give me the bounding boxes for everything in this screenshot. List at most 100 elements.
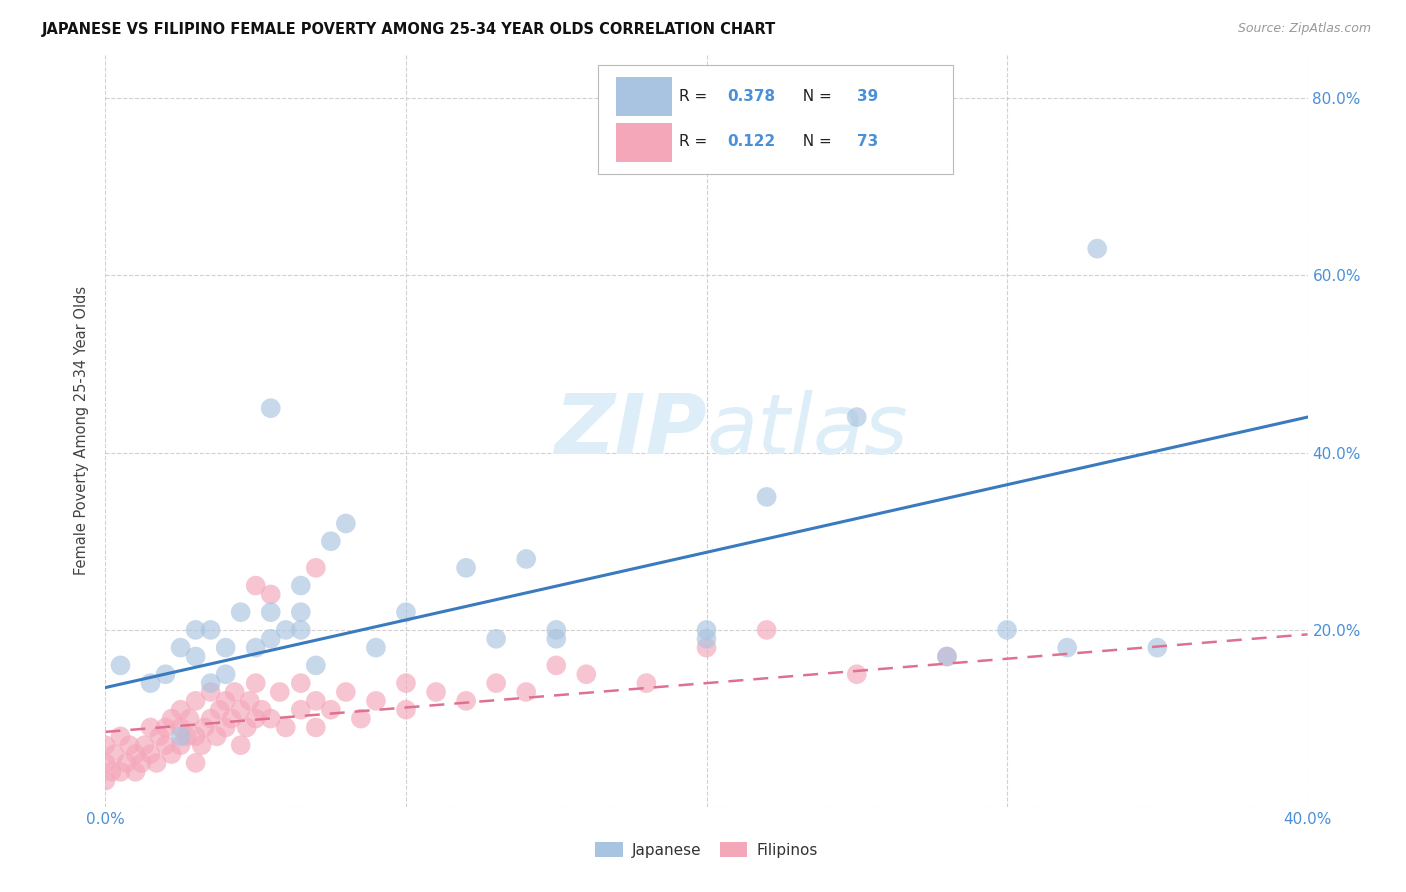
Point (335, 516, 357, 531)
Point (100, 764, 122, 779)
Point (184, 729, 207, 743)
Point (290, 578, 312, 592)
Point (350, 712, 373, 726)
Point (274, 623, 297, 637)
Point (395, 605, 418, 619)
Point (696, 640, 718, 655)
Point (335, 685, 357, 699)
Point (319, 534, 342, 549)
Point (118, 738, 141, 752)
Point (139, 676, 162, 690)
Point (235, 721, 257, 735)
Point (364, 694, 387, 708)
Point (290, 676, 312, 690)
Point (936, 649, 959, 664)
Text: R =: R = (679, 135, 711, 149)
Point (124, 764, 146, 779)
Point (269, 685, 291, 699)
Point (145, 756, 167, 770)
Point (485, 676, 508, 690)
Point (229, 605, 252, 619)
Point (245, 676, 267, 690)
Point (260, 401, 283, 416)
Point (260, 632, 283, 646)
Point (169, 738, 191, 752)
Point (636, 676, 658, 690)
Point (546, 632, 568, 646)
Point (200, 685, 222, 699)
Point (305, 561, 328, 575)
Point (515, 685, 537, 699)
FancyBboxPatch shape (599, 65, 953, 174)
Point (169, 729, 191, 743)
Point (546, 658, 568, 673)
Point (845, 410, 868, 425)
Point (200, 676, 222, 690)
Point (305, 658, 328, 673)
Point (134, 738, 156, 752)
Point (110, 658, 132, 673)
Point (160, 747, 183, 761)
Point (214, 721, 236, 735)
Point (155, 738, 177, 752)
Point (124, 747, 146, 761)
Text: JAPANESE VS FILIPINO FEMALE POVERTY AMONG 25-34 YEAR OLDS CORRELATION CHART: JAPANESE VS FILIPINO FEMALE POVERTY AMON… (42, 22, 776, 37)
Point (696, 632, 718, 646)
Point (190, 738, 212, 752)
Point (485, 632, 508, 646)
Point (110, 729, 132, 743)
Point (160, 712, 183, 726)
Point (229, 738, 252, 752)
Point (290, 623, 312, 637)
Point (176, 729, 198, 743)
Point (515, 552, 537, 566)
Point (94, 773, 117, 788)
Point (115, 756, 138, 770)
Point (575, 667, 598, 681)
Point (169, 721, 191, 735)
Point (184, 649, 207, 664)
Point (395, 676, 418, 690)
Point (245, 712, 267, 726)
Point (425, 685, 447, 699)
Point (696, 623, 718, 637)
Text: 0.122: 0.122 (727, 135, 775, 149)
Point (845, 667, 868, 681)
Point (139, 721, 162, 735)
Point (274, 721, 297, 735)
Text: Source: ZipAtlas.com: Source: ZipAtlas.com (1237, 22, 1371, 36)
FancyBboxPatch shape (616, 123, 672, 161)
Text: atlas: atlas (707, 390, 908, 471)
Point (169, 640, 191, 655)
Point (184, 623, 207, 637)
Point (184, 756, 207, 770)
Point (208, 703, 231, 717)
Legend: Japanese, Filipinos: Japanese, Filipinos (589, 836, 824, 863)
Point (184, 694, 207, 708)
Point (290, 605, 312, 619)
Point (260, 587, 283, 601)
Point (169, 703, 191, 717)
Text: 39: 39 (856, 88, 877, 103)
Point (454, 561, 477, 575)
Point (1056, 640, 1078, 655)
Point (239, 694, 262, 708)
Text: N =: N = (793, 135, 837, 149)
Text: N =: N = (793, 88, 837, 103)
Point (250, 703, 273, 717)
Point (214, 667, 236, 681)
Point (305, 721, 328, 735)
Point (194, 721, 217, 735)
Point (205, 729, 228, 743)
Text: 0.378: 0.378 (727, 88, 775, 103)
Y-axis label: Female Poverty Among 25-34 Year Olds: Female Poverty Among 25-34 Year Olds (75, 285, 90, 575)
Point (179, 712, 201, 726)
Point (94, 756, 117, 770)
Point (755, 623, 778, 637)
Point (94, 738, 117, 752)
Point (305, 694, 328, 708)
Point (229, 703, 252, 717)
Point (155, 667, 177, 681)
Point (139, 747, 162, 761)
Point (454, 694, 477, 708)
